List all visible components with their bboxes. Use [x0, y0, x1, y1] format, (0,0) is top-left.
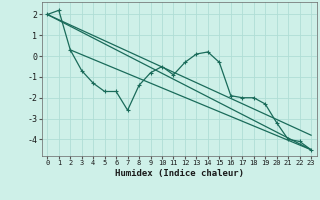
X-axis label: Humidex (Indice chaleur): Humidex (Indice chaleur) [115, 169, 244, 178]
